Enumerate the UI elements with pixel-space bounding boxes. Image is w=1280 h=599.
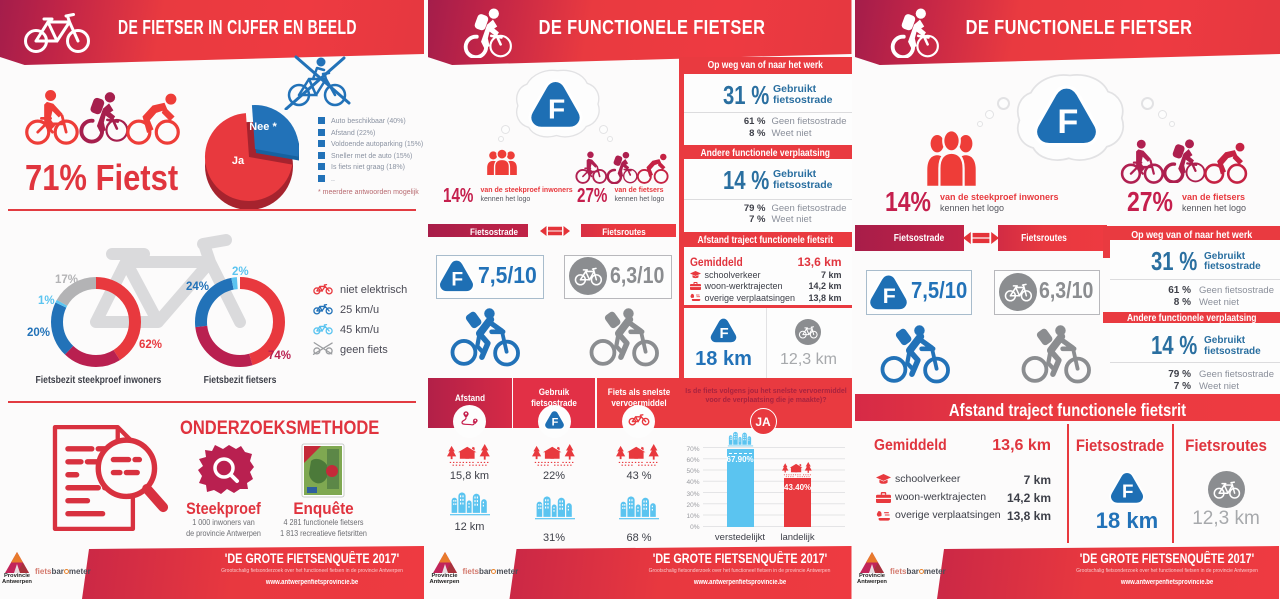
svg-text:Ja: Ja <box>232 155 245 167</box>
svg-text:Nee *: Nee * <box>249 121 277 133</box>
